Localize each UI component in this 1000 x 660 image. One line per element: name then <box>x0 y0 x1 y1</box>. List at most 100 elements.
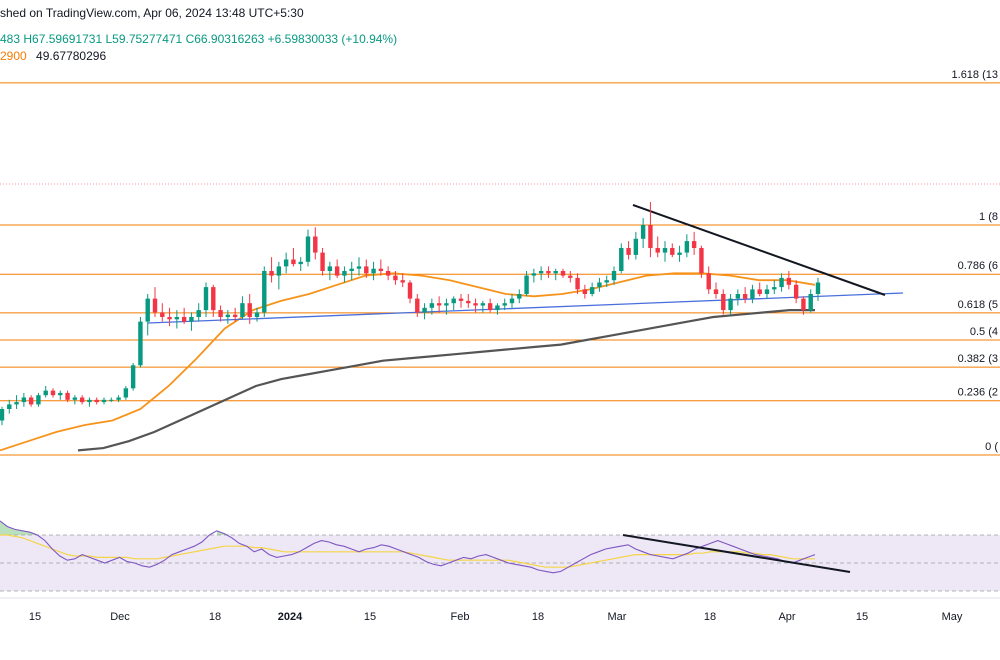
ohlc-close: C66.90316263 <box>185 32 265 46</box>
rsi-ma-line <box>0 534 815 568</box>
candle-body <box>633 238 639 255</box>
candle-body <box>458 298 464 301</box>
candle-body <box>582 289 588 294</box>
candle-body <box>50 390 56 396</box>
candle-body <box>626 248 631 255</box>
candle-body <box>87 399 92 403</box>
candle-body <box>7 404 12 409</box>
candle-body <box>43 390 48 396</box>
candle-body <box>546 271 551 274</box>
candle-body <box>721 294 726 311</box>
candle-body <box>203 287 209 311</box>
x-tick-label-8: 18 <box>704 611 716 623</box>
candle-body <box>757 289 762 294</box>
candle-body <box>560 271 566 276</box>
candle-body <box>232 314 238 317</box>
candle-body <box>728 298 733 311</box>
fib-label-7: 0 ( <box>985 441 998 453</box>
candle-body <box>713 289 719 294</box>
candle-body <box>589 287 595 294</box>
candle-body <box>509 298 515 304</box>
candle-body <box>58 392 63 396</box>
candle-body <box>276 266 282 276</box>
candle-body <box>487 303 493 311</box>
candle-body <box>138 321 143 366</box>
x-tick-label-7: Mar <box>608 611 627 623</box>
ohlc-change: +6.59830033 (+10.94%) <box>267 32 398 46</box>
candle-body <box>364 266 369 274</box>
ma-line: 2900 49.67780296 <box>0 49 106 63</box>
ohlc-line: 483 H67.59691731 L59.75277471 C66.903162… <box>0 32 397 46</box>
fib-label-1: 1 (8 <box>979 211 998 223</box>
ma-value: 49.67780296 <box>36 49 107 63</box>
candle-body <box>553 271 558 274</box>
candle-body <box>815 282 821 294</box>
candle-body <box>218 310 223 317</box>
ma-fragment: 2900 <box>0 49 27 63</box>
candle-body <box>79 397 85 403</box>
candle-body <box>801 298 806 311</box>
candle-body <box>531 273 537 276</box>
candle-body <box>145 298 150 322</box>
candle-body <box>189 317 194 322</box>
support-trendline <box>147 292 904 324</box>
candle-body <box>764 289 770 294</box>
candle-body <box>356 266 362 269</box>
candle-body <box>772 287 777 290</box>
x-tick-label-9: Apr <box>778 611 795 623</box>
candle-body <box>385 271 391 276</box>
candle-body <box>254 312 260 317</box>
candle-body <box>415 298 420 313</box>
candle-body <box>28 397 34 405</box>
candle-body <box>691 241 697 248</box>
candle-body <box>72 397 78 400</box>
candle-body <box>305 236 311 262</box>
candle-body <box>393 275 398 281</box>
candle-body <box>21 397 27 403</box>
candle-body <box>670 248 675 255</box>
candle-body <box>619 248 624 271</box>
rsi-overbought-fill <box>22 530 30 535</box>
candle-body <box>524 275 529 294</box>
candle-body <box>240 303 245 317</box>
fib-label-6: 0.236 (2 <box>958 387 998 399</box>
candle-body <box>611 271 617 281</box>
candle-body <box>342 271 347 276</box>
candle-body <box>116 397 121 400</box>
candle-body <box>65 392 70 400</box>
candle-body <box>568 275 573 278</box>
candle-body <box>444 303 449 306</box>
x-tick-label-3: 2024 <box>278 611 303 623</box>
candle-body <box>429 303 435 308</box>
candle-body <box>313 236 318 253</box>
candle-body <box>320 252 325 271</box>
candle-body <box>181 317 187 322</box>
ma-fast-line <box>0 272 816 452</box>
candle-body <box>779 277 784 288</box>
ohlc-prefix: 483 <box>0 32 21 46</box>
candle-body <box>101 399 107 403</box>
candle-body <box>793 284 799 299</box>
candle-body <box>808 294 813 311</box>
published-line: shed on TradingView.com, Apr 06, 2024 13… <box>0 6 304 20</box>
candle-body <box>495 305 500 311</box>
candle-body <box>36 395 41 405</box>
rsi-line <box>0 520 816 574</box>
candle-body <box>604 280 609 283</box>
candle-body <box>735 294 741 299</box>
candle-body <box>575 277 580 290</box>
candle-body <box>174 317 180 320</box>
rsi-overbought-fill <box>0 521 8 535</box>
candle-body <box>677 252 682 255</box>
rsi-overbought-fill <box>7 526 15 535</box>
candle-body <box>502 303 507 306</box>
candle-body <box>123 388 129 398</box>
candle-body <box>0 409 5 421</box>
x-tick-label-10: 15 <box>856 611 868 623</box>
candle-body <box>407 282 413 299</box>
candle-body <box>662 248 668 253</box>
candle-body <box>94 399 99 403</box>
candle-body <box>269 271 274 276</box>
candle-body <box>538 271 544 274</box>
